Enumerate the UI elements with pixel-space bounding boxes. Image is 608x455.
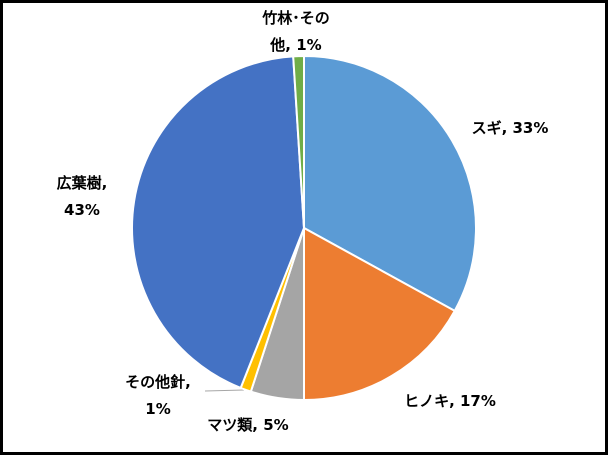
data-label: 竹林･その他, 1% xyxy=(261,9,330,54)
data-label-line: 他, 1% xyxy=(269,36,321,54)
pie-slice xyxy=(130,55,306,390)
data-label: 広葉樹, 43% xyxy=(57,174,108,219)
data-label-line: 43% xyxy=(64,201,100,219)
data-label-line: 広葉樹, xyxy=(57,174,108,192)
data-label: ヒノキ, 17% xyxy=(404,392,496,410)
pie-slice xyxy=(303,54,477,313)
data-label-line: その他針, xyxy=(125,373,191,391)
pie-slice xyxy=(292,54,305,229)
data-label-line: ヒノキ, 17% xyxy=(404,392,496,410)
data-label: スギ, 33% xyxy=(472,119,549,137)
data-label-line: マツ類, 5% xyxy=(207,416,288,434)
data-label: マツ類, 5% xyxy=(207,416,288,434)
leader-line xyxy=(204,389,245,392)
data-label-line: スギ, 33% xyxy=(472,119,549,137)
data-label-line: 竹林･その xyxy=(261,9,330,27)
data-label-line: 1% xyxy=(145,400,170,418)
data-label: その他針, 1% xyxy=(125,373,191,418)
pie-slice xyxy=(303,226,457,402)
